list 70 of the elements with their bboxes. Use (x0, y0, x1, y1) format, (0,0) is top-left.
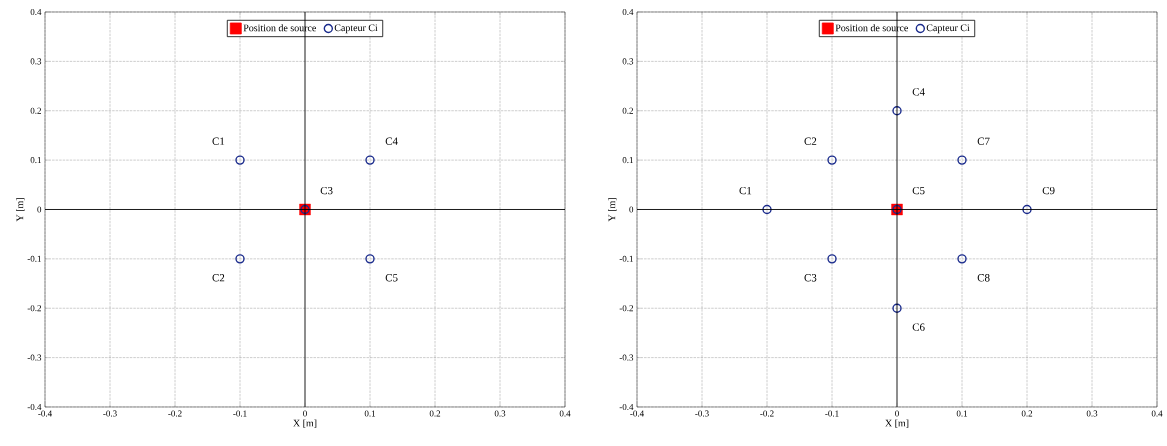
y-tick-label: 0.2 (30, 107, 41, 114)
y-tick-label: 0 (37, 206, 42, 213)
annotation: C6 (912, 323, 925, 331)
x-axis-title: X [m] (293, 419, 317, 428)
y-tick-label: 0.4 (622, 8, 634, 16)
y-tick-label: -0.3 (27, 354, 42, 361)
annotation: C5 (385, 274, 398, 282)
y-tick-label: -0.2 (27, 305, 41, 312)
annotation: C8 (977, 274, 990, 282)
annotation: C4 (385, 137, 398, 145)
x-tick-label: 0.1 (956, 410, 968, 417)
point (892, 303, 902, 313)
x-tick-label: 0.3 (494, 410, 506, 417)
x-tick-label: 0.2 (1021, 410, 1033, 417)
annotation: C5 (912, 186, 925, 195)
x-tick-label: 0.4 (1151, 410, 1163, 417)
x-tick-label: -0.3 (695, 410, 709, 417)
point (827, 254, 837, 264)
y-tick-label: 0.3 (30, 58, 42, 65)
y-tick-label: -0.2 (619, 305, 633, 312)
annotation: C3 (804, 274, 817, 282)
x-tick-label: -0.1 (825, 410, 839, 417)
x-tick-label: -0.1 (233, 410, 247, 417)
x-tick-label: -0.4 (38, 410, 52, 417)
point (827, 155, 837, 165)
annotation: C3 (320, 186, 333, 195)
x-tick-label: 0 (895, 410, 899, 417)
x-tick-label: 0.3 (1086, 410, 1098, 417)
y-tick-label: -0.1 (619, 255, 633, 262)
y-tick-label: 0 (629, 206, 634, 213)
y-tick-label: -0.4 (27, 403, 42, 411)
legend-label: Capteur Ci (926, 24, 970, 34)
point (1022, 204, 1032, 215)
y-tick-label: -0.3 (619, 354, 634, 361)
annotation: C4 (912, 88, 925, 96)
annotation: C1 (739, 186, 752, 195)
legend-label: Position de source (243, 24, 316, 32)
y-axis-title: Y [m] (16, 198, 25, 222)
point (957, 254, 967, 264)
y-tick-label: -0.1 (27, 255, 41, 262)
y-axis-title: Y [m] (608, 198, 617, 222)
x-tick-label: -0.3 (103, 410, 117, 417)
y-tick-label: 0.3 (622, 58, 634, 65)
legend-label: Position de source (835, 24, 908, 32)
y-tick-label: 0.2 (622, 107, 633, 114)
x-tick-label: -0.2 (168, 410, 182, 417)
x-tick-label: 0 (303, 410, 307, 417)
x-axis-title: X [m] (885, 419, 909, 428)
point (892, 106, 902, 116)
y-tick-label: -0.4 (619, 403, 634, 411)
x-tick-label: -0.2 (760, 410, 774, 417)
point (762, 204, 772, 215)
point (235, 155, 245, 165)
point (957, 155, 967, 165)
y-tick-label: 0.1 (30, 157, 41, 164)
x-tick-label: 0.4 (559, 410, 571, 417)
x-tick-label: 0.1 (364, 410, 376, 417)
x-tick-label: 0.2 (429, 410, 441, 417)
annotation: C2 (212, 274, 225, 282)
y-tick-label: 0.1 (622, 157, 633, 164)
point (365, 155, 375, 165)
point (235, 254, 245, 264)
annotation: C9 (1042, 186, 1055, 195)
annotation: C2 (804, 137, 817, 145)
x-tick-label: -0.4 (630, 410, 644, 417)
point (365, 254, 375, 264)
y-tick-label: 0.4 (30, 8, 42, 16)
annotation: C7 (977, 137, 990, 145)
legend-label: Capteur Ci (334, 24, 378, 34)
annotation: C1 (212, 137, 225, 145)
